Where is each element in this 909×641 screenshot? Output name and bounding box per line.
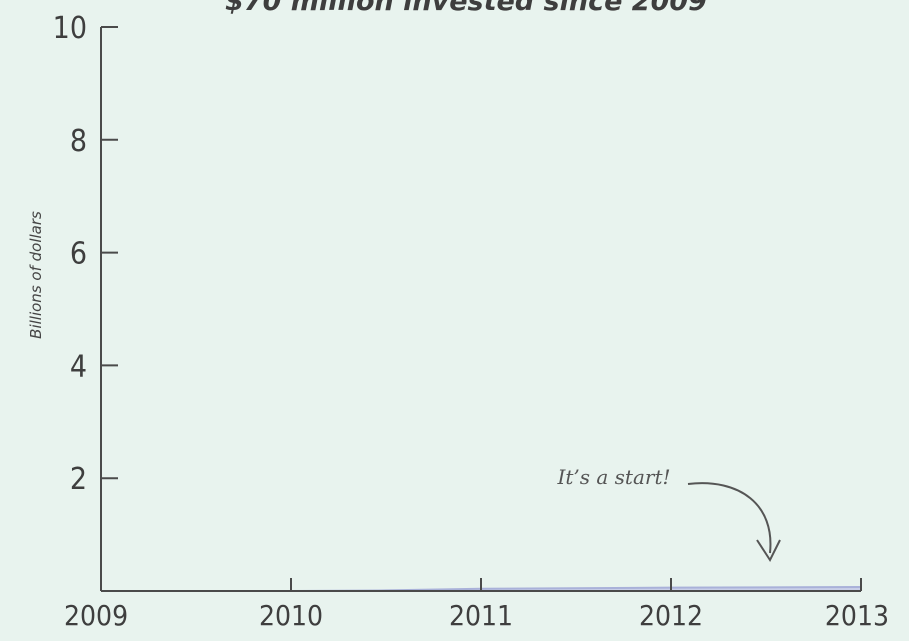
annotation-arrow [687, 482, 772, 554]
x-tick-label: 2013 [825, 599, 889, 632]
x-tick-label: 2010 [259, 599, 323, 632]
x-tick-label: 2011 [449, 599, 513, 632]
x-tick-label: 2009 [64, 599, 128, 632]
y-ticks: 2 4 6 8 10 [53, 11, 118, 497]
y-tick-label: 6 [70, 237, 87, 272]
annotation-text: It’s a start! [556, 465, 670, 489]
chart-title: $70 million invested since 2009 [225, 0, 707, 17]
y-tick-label: 4 [70, 349, 87, 384]
x-tick-label: 2012 [639, 599, 703, 632]
y-tick-label: 10 [53, 11, 87, 46]
y-tick-label: 2 [70, 462, 87, 497]
annotation-arrowhead [756, 539, 781, 563]
x-ticks: 2009 2010 2011 2012 2013 [64, 578, 889, 632]
y-tick-label: 8 [70, 124, 87, 159]
y-axis-label: Billions of dollars [27, 211, 45, 339]
